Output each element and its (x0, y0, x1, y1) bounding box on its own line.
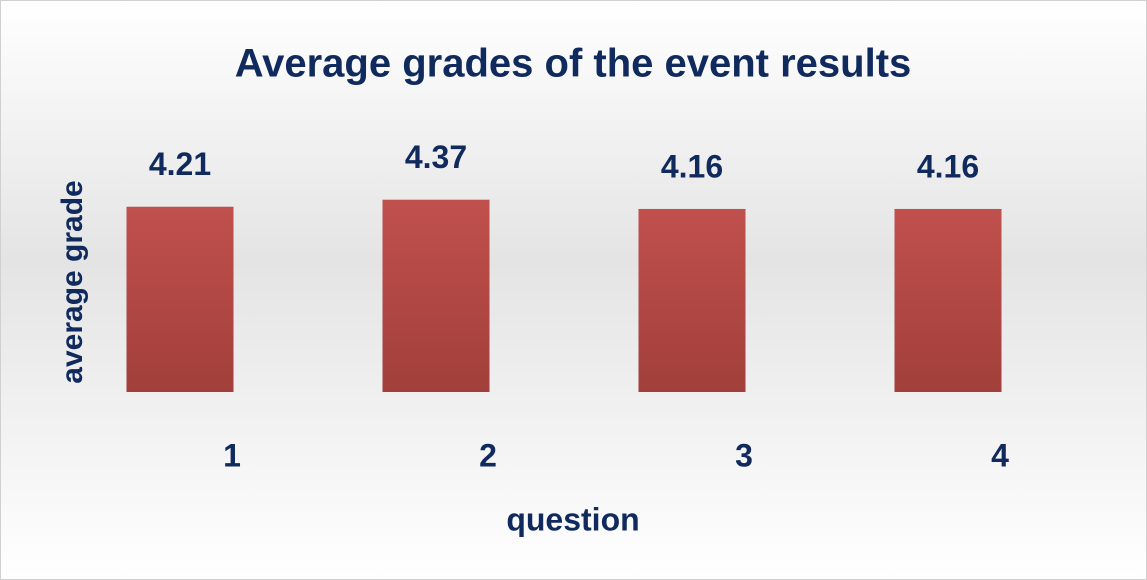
chart-title: Average grades of the event results (235, 42, 912, 86)
data-label: 4.37 (405, 139, 467, 175)
y-axis-label: average grade (56, 180, 89, 383)
bar (382, 199, 490, 392)
x-tick-label: 1 (223, 437, 241, 473)
x-tick-label: 4 (991, 437, 1009, 473)
data-label: 4.21 (149, 146, 211, 182)
x-tick-label: 2 (479, 437, 497, 473)
bar (894, 208, 1002, 392)
bar (126, 206, 234, 392)
data-label: 4.16 (917, 148, 979, 184)
x-axis-label: question (506, 501, 639, 537)
bar (638, 208, 746, 392)
data-label: 4.16 (661, 148, 723, 184)
x-tick-label: 3 (735, 437, 753, 473)
